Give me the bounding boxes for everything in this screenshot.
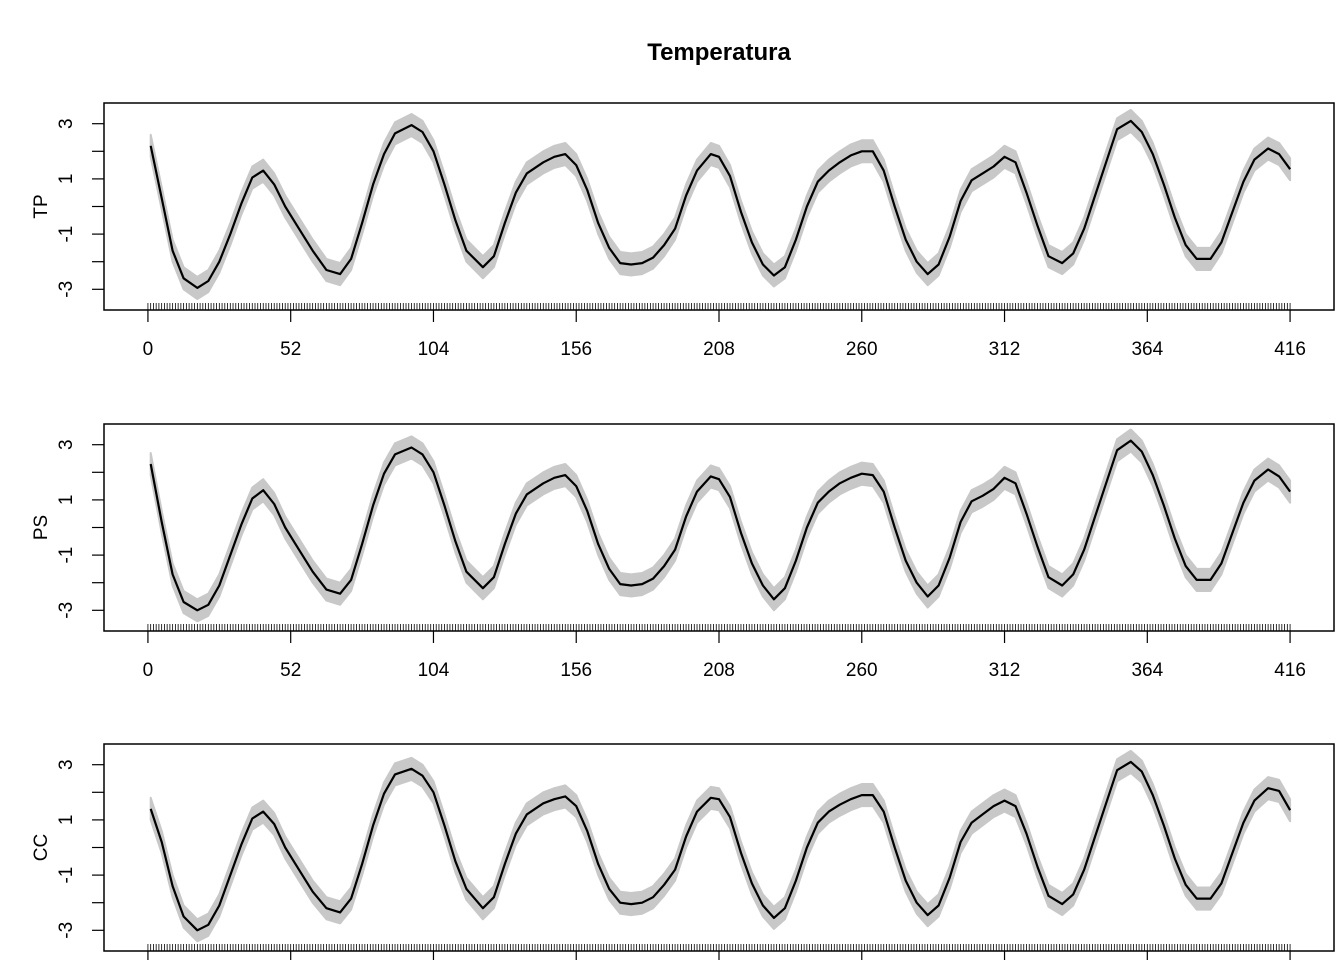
x-tick-label: 156 [560, 660, 592, 681]
panel-ps: -3 -1 1 3 PS 0 52 104 156 208 260 312 364 416 [31, 423, 1335, 681]
rug-ticks [147, 624, 1291, 631]
x-tick-label: 312 [989, 660, 1021, 681]
y-tick-label: -3 [56, 922, 77, 939]
y-axis-label: TP [31, 194, 52, 218]
y-axis-label: PS [31, 515, 52, 540]
y-tick-label: 1 [56, 815, 77, 826]
confidence-band [149, 108, 1292, 300]
y-tick-label: -3 [56, 281, 77, 298]
panel-tp: -3 -1 1 3 TP 0 52 104 156 208 260 312 364 416 [31, 102, 1335, 360]
y-tick-label: 1 [56, 174, 77, 185]
panels-group: -3 -1 1 3 TP 0 52 104 156 208 260 312 364 416 -3 -1 1 3 PS… [31, 102, 1335, 960]
chart-title: Temperatura [647, 39, 791, 66]
y-tick-label: 3 [56, 439, 77, 450]
y-tick-label: -3 [56, 602, 77, 619]
x-tick-label: 260 [846, 339, 878, 360]
rug-ticks [147, 303, 1291, 310]
y-tick-label: 1 [56, 495, 77, 506]
confidence-band [149, 428, 1292, 623]
x-tick-label: 312 [989, 339, 1021, 360]
series-line [149, 439, 1291, 612]
x-tick-label: 364 [1131, 339, 1163, 360]
y-axis-label: CC [31, 834, 52, 861]
x-tick-label: 416 [1274, 339, 1306, 360]
x-tick-label: 208 [703, 660, 735, 681]
y-tick-label: -1 [56, 226, 77, 243]
y-tick-label: 3 [56, 759, 77, 770]
y-tick-label: 3 [56, 118, 77, 129]
x-tick-label: 52 [280, 660, 301, 681]
x-tick-label: 104 [418, 660, 450, 681]
confidence-band [149, 749, 1292, 943]
x-tick-label: 0 [143, 660, 154, 681]
x-tick-label: 52 [280, 339, 301, 360]
x-tick-label: 208 [703, 339, 735, 360]
y-tick-label: -1 [56, 867, 77, 884]
series-line [149, 760, 1292, 932]
x-tick-label: 416 [1274, 660, 1306, 681]
x-tick-label: 104 [418, 339, 450, 360]
rug-ticks [147, 944, 1291, 951]
x-tick-label: 0 [143, 339, 154, 360]
series-line [149, 119, 1291, 289]
panel-cc: -3 -1 1 3 CC [31, 743, 1335, 960]
x-tick-label: 260 [846, 660, 878, 681]
y-tick-label: -1 [56, 547, 77, 564]
x-tick-label: 364 [1131, 660, 1163, 681]
x-tick-label: 156 [560, 339, 592, 360]
